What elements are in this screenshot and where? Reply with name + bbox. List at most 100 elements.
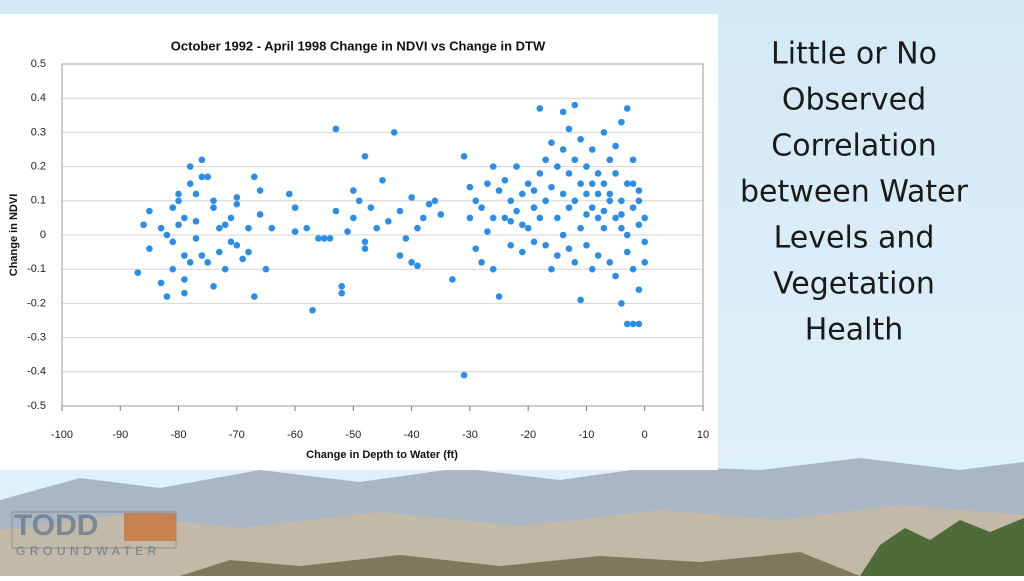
point: [169, 265, 177, 273]
point: [623, 248, 631, 256]
point: [268, 224, 276, 232]
point: [501, 176, 509, 184]
point: [210, 204, 217, 211]
point: [146, 207, 153, 215]
point: [559, 146, 567, 153]
point: [588, 180, 596, 187]
point: [606, 190, 614, 198]
point: [548, 183, 555, 191]
point: [618, 211, 625, 218]
point: [554, 163, 561, 170]
point: [507, 241, 514, 249]
point: [169, 204, 177, 211]
point: [507, 218, 514, 225]
x-tick-label: -20: [520, 429, 536, 441]
point: [524, 180, 532, 187]
point: [466, 214, 474, 222]
point: [175, 221, 182, 229]
y-tick-label: 0: [40, 229, 46, 241]
point: [583, 241, 590, 249]
point: [373, 224, 380, 232]
point: [303, 224, 311, 232]
point: [571, 156, 579, 164]
point: [169, 238, 177, 246]
heading-line: Vegetation: [773, 267, 935, 302]
point: [559, 231, 567, 239]
point: [157, 279, 165, 287]
plot-frame: [61, 63, 704, 407]
point: [332, 207, 340, 215]
point: [618, 197, 625, 205]
point: [600, 207, 608, 215]
point: [402, 235, 410, 242]
point: [559, 108, 567, 116]
point: [221, 265, 229, 273]
x-tick-label: 0: [642, 429, 648, 441]
point: [198, 156, 206, 164]
heading-line: Correlation: [771, 129, 936, 164]
point: [577, 135, 584, 143]
point: [618, 224, 625, 232]
point: [192, 218, 200, 225]
point: [629, 180, 637, 187]
point: [355, 197, 363, 205]
point: [635, 320, 643, 328]
point: [565, 245, 573, 252]
point: [221, 221, 229, 229]
y-axis-label: Change in NDVI: [8, 194, 20, 277]
point: [320, 235, 328, 242]
point: [571, 259, 579, 266]
point: [542, 197, 549, 205]
point: [577, 296, 584, 304]
point: [390, 129, 398, 136]
point: [594, 214, 602, 222]
point: [600, 224, 608, 232]
foothills: [180, 552, 860, 576]
point: [396, 207, 404, 215]
point: [134, 269, 142, 276]
point: [594, 252, 602, 259]
x-tick-label: -60: [287, 429, 303, 441]
point: [507, 197, 514, 205]
point: [548, 265, 555, 273]
point: [612, 170, 619, 177]
point: [629, 156, 637, 164]
point: [577, 180, 584, 187]
point: [629, 265, 637, 273]
point: [256, 211, 264, 218]
point: [612, 214, 619, 222]
y-tick-label: -0.5: [27, 400, 46, 412]
x-tick-label: -40: [404, 429, 420, 441]
y-tick-label: -0.1: [27, 263, 46, 275]
point: [338, 283, 346, 290]
x-axis-label: Change in Depth to Water (ft): [306, 449, 458, 461]
heading-line: Levels and: [774, 221, 935, 256]
point: [519, 221, 526, 229]
x-tick-label: 10: [697, 429, 709, 441]
point: [163, 293, 171, 300]
point: [565, 204, 573, 211]
point: [181, 289, 188, 297]
point: [641, 259, 649, 266]
point: [606, 259, 614, 266]
point: [186, 163, 194, 170]
point: [408, 259, 415, 266]
point: [588, 265, 596, 273]
point: [437, 211, 445, 218]
point: [245, 224, 252, 232]
point: [559, 190, 567, 198]
point: [583, 211, 590, 218]
point: [571, 197, 579, 205]
point: [530, 238, 538, 246]
point: [588, 146, 596, 153]
y-tick-label: 0.3: [31, 126, 46, 138]
heading-line: between Water: [740, 175, 969, 210]
point: [367, 204, 375, 211]
y-tick-label: 0.2: [31, 161, 46, 173]
point: [216, 224, 223, 232]
point: [554, 252, 561, 259]
point: [419, 214, 427, 222]
point: [262, 265, 270, 273]
point: [513, 163, 520, 170]
point: [623, 180, 631, 187]
